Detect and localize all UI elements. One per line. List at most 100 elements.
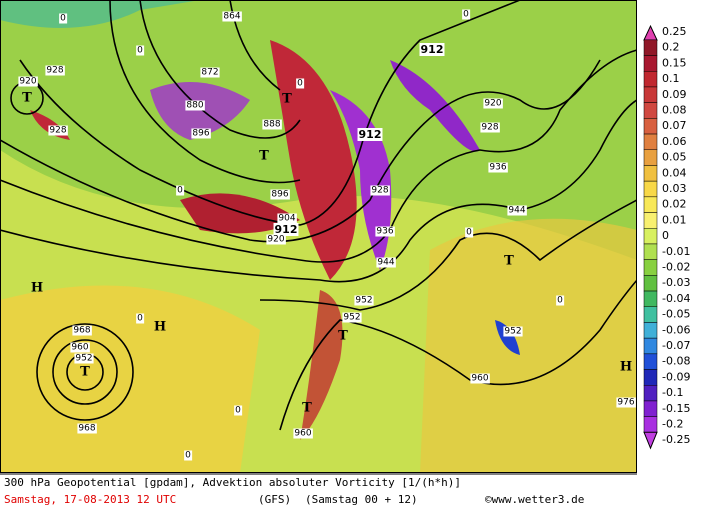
contour-label: 944 bbox=[377, 258, 394, 268]
footer-model: (GFS) bbox=[258, 493, 291, 506]
footer-date: Samstag, 17-08-2013 12 UTC bbox=[4, 493, 176, 506]
contour-label: 0 bbox=[235, 406, 241, 416]
pressure-symbol: T bbox=[302, 401, 312, 416]
contour-label: 952 bbox=[343, 313, 360, 323]
contour-label: 936 bbox=[376, 227, 393, 237]
map-frame bbox=[0, 0, 637, 473]
colorbar-label: 0.25 bbox=[662, 25, 687, 38]
label-box bbox=[293, 428, 313, 439]
contour-label: 0 bbox=[557, 296, 563, 306]
contour-label: 0 bbox=[177, 186, 183, 196]
colorbar-swatch bbox=[643, 118, 658, 135]
label-box bbox=[270, 189, 290, 200]
contour-label: 928 bbox=[481, 123, 498, 133]
label-box bbox=[556, 295, 565, 306]
colorbar-label: 0.15 bbox=[662, 56, 687, 69]
contour-label: 936 bbox=[489, 163, 506, 173]
colorbar-label: 0.09 bbox=[662, 88, 687, 101]
pressure-symbol: T bbox=[80, 365, 90, 380]
label-box bbox=[616, 397, 636, 408]
label-box bbox=[277, 213, 297, 224]
contour-label: 976 bbox=[617, 398, 634, 408]
contour-label: 0 bbox=[137, 46, 143, 56]
colorbar-label: 0.04 bbox=[662, 166, 687, 179]
label-box bbox=[48, 125, 68, 136]
label-box bbox=[357, 128, 383, 141]
colorbar-label: -0.08 bbox=[662, 355, 690, 368]
contour-label: 928 bbox=[46, 66, 63, 76]
label-box bbox=[222, 11, 242, 22]
contour-label: 888 bbox=[263, 120, 280, 130]
contour-label: 968 bbox=[78, 424, 95, 434]
colorbar-label: 0.01 bbox=[662, 213, 687, 226]
colorbar-swatch bbox=[643, 306, 658, 323]
colorbar-label: -0.07 bbox=[662, 339, 690, 352]
contour-label: 928 bbox=[371, 186, 388, 196]
contour-label: 944 bbox=[508, 206, 525, 216]
colorbar-swatch bbox=[643, 165, 658, 182]
colorbar-label: -0.1 bbox=[662, 386, 683, 399]
label-box bbox=[191, 128, 211, 139]
contour-label: 960 bbox=[294, 429, 311, 439]
colorbar-label: 0 bbox=[662, 229, 669, 242]
label-box bbox=[354, 295, 374, 306]
contour-label: 896 bbox=[192, 129, 209, 139]
pressure-symbol: H bbox=[154, 320, 166, 335]
colorbar-label: 0.02 bbox=[662, 198, 687, 211]
label-box bbox=[488, 162, 508, 173]
field-area bbox=[420, 218, 637, 473]
pressure-symbol: T bbox=[338, 329, 348, 344]
label-box bbox=[507, 205, 527, 216]
colorbar-label: 0.1 bbox=[662, 72, 680, 85]
pressure-symbol: T bbox=[259, 149, 269, 164]
colorbar-swatch bbox=[643, 385, 658, 402]
colorbar-swatch bbox=[643, 71, 658, 88]
label-box bbox=[59, 13, 68, 24]
contour-label: 920 bbox=[19, 77, 36, 87]
colorbar-swatch bbox=[643, 400, 658, 417]
colorbar-label: -0.04 bbox=[662, 292, 690, 305]
pressure-symbol: H bbox=[620, 360, 632, 375]
label-box bbox=[185, 100, 205, 111]
field-area bbox=[150, 82, 250, 140]
colorbar-label: -0.05 bbox=[662, 308, 690, 321]
colorbar-label: -0.15 bbox=[662, 402, 690, 415]
contour-labels: 8648728808888968969049129209129129209289… bbox=[18, 9, 636, 461]
colorbar-swatch bbox=[643, 102, 658, 119]
label-box bbox=[18, 76, 38, 87]
colorbar-swatch bbox=[643, 353, 658, 370]
label-box bbox=[370, 185, 390, 196]
colorbar-swatch bbox=[643, 322, 658, 339]
contour-label: 912 bbox=[359, 128, 382, 141]
colorbar: 0.25 0.2 0.15 0.1 0.09 0.08 0.07 0.06 0.05 0.04 0.… bbox=[643, 24, 690, 450]
colorbar-label: -0.09 bbox=[662, 370, 690, 383]
label-box bbox=[184, 450, 193, 461]
contour-label: 912 bbox=[421, 43, 444, 56]
label-box bbox=[483, 98, 503, 109]
map-area bbox=[0, 0, 637, 473]
footer-credit: ©www.wetter3.de bbox=[485, 493, 584, 506]
contour-label: 0 bbox=[463, 10, 469, 20]
colorbar-swatch bbox=[643, 149, 658, 166]
contour-label: 920 bbox=[484, 99, 501, 109]
contour-label: 0 bbox=[297, 79, 303, 89]
label-box bbox=[503, 326, 523, 337]
label-box bbox=[419, 43, 445, 56]
colorbar-label: -0.25 bbox=[662, 433, 690, 446]
footer-run: (Samstag 00 + 12) bbox=[305, 493, 418, 506]
colorbar-swatch bbox=[643, 290, 658, 307]
label-box bbox=[72, 325, 92, 336]
label-box bbox=[45, 65, 65, 76]
label-box bbox=[234, 405, 243, 416]
colorbar-label: -0.03 bbox=[662, 276, 690, 289]
footer-description: 300 hPa Geopotential [gpdam], Advektion … bbox=[4, 476, 461, 489]
contour-label: 872 bbox=[201, 68, 218, 78]
colorbar-cap bbox=[643, 24, 658, 41]
label-box bbox=[74, 353, 94, 364]
label-box bbox=[136, 313, 145, 324]
contour-label: 952 bbox=[504, 327, 521, 337]
colorbar-swatch bbox=[643, 337, 658, 355]
contour-label: 0 bbox=[60, 14, 66, 24]
contour-label: 968 bbox=[73, 326, 90, 336]
